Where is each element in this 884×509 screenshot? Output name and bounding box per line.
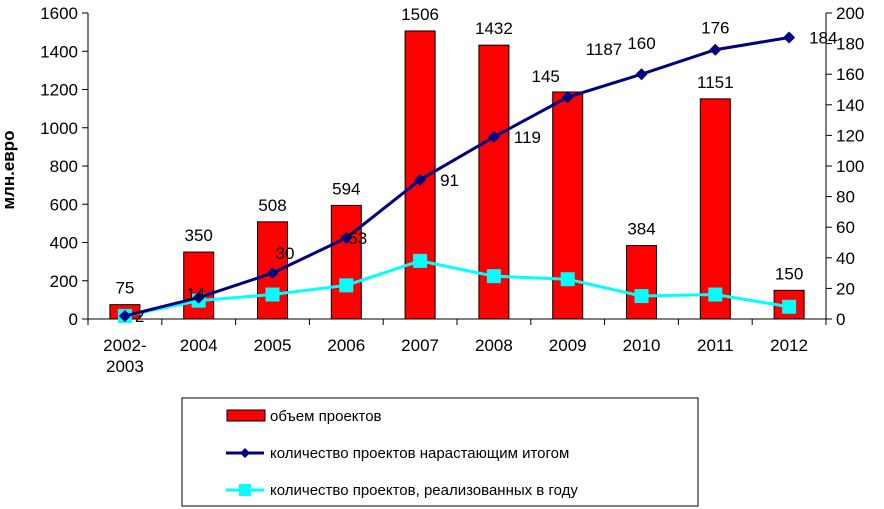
y2-tick-label: 0 (836, 310, 845, 329)
bar (183, 251, 215, 320)
annual-series-point (486, 269, 501, 284)
bar-data-label: 1187 (586, 40, 623, 59)
bar-data-label: 350 (185, 226, 213, 245)
y-tick-label: 1400 (40, 42, 78, 61)
y-tick-label: 1200 (40, 81, 78, 100)
x-tick-label: 2010 (623, 336, 661, 355)
bar-data-label: 75 (115, 279, 134, 298)
line-data-label: 119 (514, 128, 541, 147)
y-tick-label: 1600 (40, 4, 78, 23)
annual-series-point (634, 289, 649, 304)
bar-data-label: 384 (627, 220, 655, 239)
bar (330, 204, 362, 320)
y2-tick-label: 120 (836, 126, 864, 145)
line-data-label: 160 (627, 34, 655, 53)
y-tick-label: 1000 (40, 119, 78, 138)
line-data-label: 176 (701, 19, 729, 38)
line-data-label: 184 (809, 28, 837, 47)
plot-area: 0 200 400 600 800 1000 1200 1400 1600 0 20 40 60 80 10… (40, 4, 864, 376)
x-tick-label: 2011 (697, 336, 734, 355)
x-tick-label: 2009 (549, 336, 587, 355)
x-tick-label: 2007 (401, 336, 439, 355)
y2-tick-label: 100 (836, 157, 864, 176)
annual-series-line (124, 259, 790, 318)
bar-data-label: 150 (775, 264, 803, 283)
cumulative-series-point (709, 43, 722, 56)
annual-series-point (413, 253, 428, 268)
x-tick-label: 2004 (180, 336, 218, 355)
legend-label-cumulative: количество проектов нарастающим итогом (270, 445, 569, 462)
cumulative-series-point (192, 291, 205, 304)
legend-swatch-cumulative-marker (240, 448, 250, 458)
cumulative-series-point (414, 173, 427, 186)
y-tick-label: 400 (50, 234, 78, 253)
x-tick-label: 2002- (103, 336, 146, 355)
line-data-label: 53 (348, 229, 367, 248)
cumulative-series-line (124, 36, 790, 318)
y-tick-label: 200 (50, 272, 78, 291)
cumulative-series-point (340, 231, 353, 244)
cumulative-series-point (118, 309, 131, 322)
y-tick-label: 600 (50, 195, 78, 214)
line-data-label: 30 (276, 244, 295, 263)
y2-tick-label: 60 (836, 218, 855, 237)
bar-data-label: 594 (332, 179, 360, 198)
y2-tick-label: 80 (836, 188, 855, 207)
legend: объем проектов количество проектов нарас… (181, 397, 699, 507)
cumulative-series-point (561, 91, 574, 104)
line-data-label: 91 (440, 171, 459, 190)
x-tick-label: 2006 (327, 336, 365, 355)
bar-data-label: 1506 (401, 5, 439, 24)
bar (699, 98, 731, 320)
cumulative-series-point (783, 31, 796, 44)
x-tick-label: 2012 (770, 336, 808, 355)
bar-data-label: 508 (258, 196, 286, 215)
legend-frame (181, 397, 699, 507)
bar-data-label: 1151 (697, 73, 734, 92)
line-data-label: 145 (532, 67, 560, 86)
legend-label-annual: количество проектов, реализованных в год… (270, 482, 578, 499)
line-data-label: 2 (135, 307, 144, 326)
y-tick-label: 0 (69, 310, 78, 329)
y2-tick-label: 140 (836, 96, 864, 115)
legend-swatch-bars (226, 409, 266, 422)
bar (626, 245, 657, 320)
y-axis-label: млн.евро (0, 130, 18, 209)
cumulative-series-point (487, 130, 500, 143)
x-tick-label: 2005 (254, 336, 292, 355)
cumulative-series-point (266, 267, 279, 280)
x-tick-label: 2008 (475, 336, 513, 355)
y2-tick-label: 200 (836, 4, 864, 23)
bar-data-label: 1432 (475, 19, 513, 38)
legend-label-bars: объем проектов (270, 408, 382, 425)
y2-tick-label: 40 (836, 249, 855, 268)
y2-tick-label: 20 (836, 279, 855, 298)
legend-swatch-annual-marker (239, 484, 251, 496)
y2-tick-label: 160 (836, 65, 864, 84)
annual-series-point (708, 287, 723, 302)
cumulative-series-point (635, 68, 648, 81)
line-data-label: 14 (186, 285, 205, 304)
y-tick-label: 800 (50, 157, 78, 176)
annual-series-point (560, 272, 575, 287)
y2-tick-label: 180 (836, 35, 864, 54)
annual-series-point (339, 278, 354, 293)
annual-series-point (265, 287, 280, 302)
x-tick-label: 2003 (106, 357, 144, 376)
annual-series-point (782, 299, 797, 314)
